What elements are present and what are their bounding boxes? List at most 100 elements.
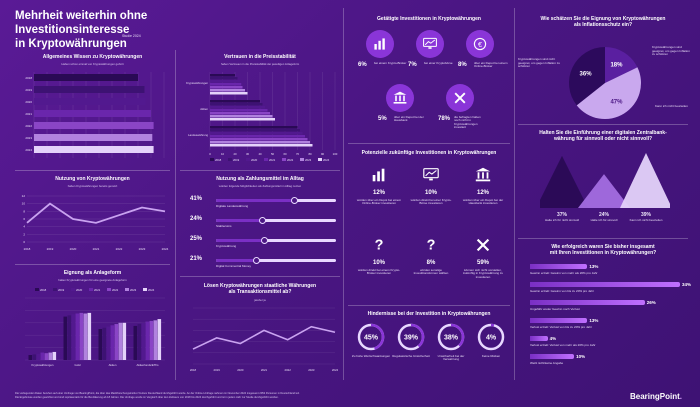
bar	[137, 324, 142, 360]
tick-label: 70	[296, 152, 300, 156]
bar	[210, 135, 305, 138]
tick-label: 12	[22, 194, 26, 198]
legend-label: 2021	[94, 288, 101, 292]
question-icon: ?	[375, 238, 384, 254]
bank-icon	[393, 91, 407, 104]
legend-swatch	[282, 158, 286, 161]
zahlung-label: Digital Commercial Money	[216, 264, 252, 268]
series-line	[192, 325, 336, 350]
erfolg-bar	[530, 300, 645, 305]
erfolg-pct: 26%	[646, 299, 656, 305]
zahlung-track	[216, 217, 336, 224]
tick-label: 2020	[237, 368, 244, 372]
zahlung-title: Nutzung als Zahlungsmittel im Alltag	[216, 176, 304, 182]
bar	[34, 122, 154, 129]
cross-icon	[454, 92, 466, 104]
zahlung-knob	[291, 197, 299, 204]
vertrauen-sub: haben Vertrauen in die Preisstabilität d…	[220, 62, 300, 66]
bar	[67, 315, 72, 360]
zahlung-label: Stablecoins	[216, 224, 232, 228]
inflation-title: Wie schätzen Sie die Eignung von Kryptow…	[518, 16, 688, 28]
getaetigt-label: bei einer Kryptobörse	[424, 61, 453, 65]
tick-label: 20	[233, 152, 237, 156]
tick-label: 8	[23, 209, 25, 213]
bar	[210, 83, 242, 86]
chart-icon	[374, 38, 385, 50]
logo-dot: .	[679, 392, 682, 401]
vertrauen-title: Vertrauen in die Preisstabilität	[224, 54, 296, 60]
loesen-title-line-1: Lösen Kryptowährungen staatliche Währung…	[203, 283, 317, 289]
zahlung-sub: würden folgende Möglichkeiten als Zahlun…	[218, 184, 302, 188]
bar	[210, 92, 248, 95]
pie-label: 36%	[580, 72, 593, 78]
zahlung-pct: 41%	[190, 196, 203, 202]
getaetigt-grid: 6% bei einem Krypto-Broker 7% bei einer Kry…	[348, 28, 510, 138]
tick-label: 2023	[139, 247, 146, 251]
hindernis-label: Zu hohe Wertschwankungen	[351, 354, 391, 358]
inflation-title-line-1: Wie schätzen Sie die Eignung von Kryptow…	[540, 16, 666, 22]
getaetigt-icon-wrap	[446, 84, 474, 112]
divider	[518, 238, 688, 239]
divider	[343, 8, 344, 380]
zentralbank-pct: 37%	[556, 212, 567, 218]
legend-swatch	[246, 158, 250, 161]
bar	[210, 141, 310, 144]
legend-swatch	[210, 158, 214, 161]
zahlung-label: Digitale Landeswährung	[216, 204, 249, 208]
divider	[348, 305, 510, 306]
wissen-chart: 2018 2019 2020 2021 2022 2023 2024	[25, 72, 165, 158]
legend-label: 2024	[148, 288, 155, 292]
zahlung-list: 41% Digitale Landeswährung 24% Stablecoins 2…	[190, 192, 340, 272]
nutzung-title: Nutzung von Kryptowährungen	[55, 176, 130, 182]
footer-line-1: Die vorliegenden Daten beruhen auf einer…	[15, 392, 300, 396]
getaetigt-pct: 5%	[378, 116, 387, 122]
potenziell-icon-wrap	[368, 164, 390, 186]
zahlung-pct: 24%	[190, 216, 203, 222]
zentralbank-title-line-1: Halten Sie die Einführung einer digitale…	[539, 130, 667, 136]
tick-label: 2	[23, 232, 25, 236]
bar	[210, 77, 238, 80]
zentralbank-pct: 24%	[598, 212, 609, 218]
page-title: Mehrheit weiterhin ohne Investitionsinte…	[15, 9, 215, 51]
nutzung-chart: 0 2 4 6 8 10 12 2018 2019 2020 2021 2022 2023 2024	[22, 194, 169, 251]
bar	[210, 144, 313, 147]
inflation-bottom-note: Kann ich nicht beurteilen	[655, 104, 688, 108]
bar	[122, 322, 127, 360]
nutzung-sub: haben Kryptowährungen bereits genutzt	[67, 184, 118, 188]
legend-swatch	[53, 288, 57, 291]
getaetigt-pct: 6%	[358, 62, 367, 68]
tick-label: 10	[221, 152, 225, 156]
footer-note: Die vorliegenden Daten beruhen auf einer…	[15, 392, 445, 399]
tick-label: 2018	[25, 76, 32, 80]
potenziell-label: würden direkt bei einer Krypto-Börse inv…	[410, 198, 452, 206]
legend-label: 2020	[251, 158, 258, 162]
bar	[83, 313, 88, 360]
bar	[210, 126, 298, 129]
question-icon: ?	[427, 238, 436, 254]
erfolg-pct: 13%	[589, 263, 599, 269]
tick-label: 0	[209, 152, 211, 156]
wissen-sub: Haben schon einmal von Kryptowährungen g…	[61, 62, 124, 66]
bar	[40, 352, 45, 360]
erfolg-bar	[530, 354, 575, 359]
chart-icon	[372, 168, 385, 182]
tick-label: Aktien	[200, 107, 208, 111]
tick-label: 2020	[70, 247, 77, 251]
zentralbank-label: Kann ich nicht beurteilen	[629, 218, 663, 222]
zentralbank-title-line-2: währung für sinnvoll oder nicht sinnvoll…	[553, 136, 653, 142]
erfolg-title-line-2: mit Ihren Investitionen in Kryptowährung…	[549, 250, 657, 256]
zentralbank-label: Halte ich für sinnvoll	[590, 218, 618, 222]
bar	[63, 316, 68, 360]
zentralbank-title: Halten Sie die Einführung einer digitale…	[518, 130, 688, 142]
inflation-pie: 36% 18% 47%	[569, 47, 641, 119]
monitor-icon	[423, 168, 439, 181]
zahlung-item: 24% Stablecoins	[190, 212, 340, 230]
triangle	[540, 155, 588, 208]
bar	[106, 326, 111, 360]
zentralbank-chart	[540, 153, 670, 208]
legend-swatch	[125, 288, 129, 291]
zahlung-track	[216, 197, 336, 204]
tick-label: 60	[283, 152, 287, 156]
getaetigt-pct: 8%	[458, 62, 467, 68]
erfolg-pct: 34%	[682, 281, 692, 287]
